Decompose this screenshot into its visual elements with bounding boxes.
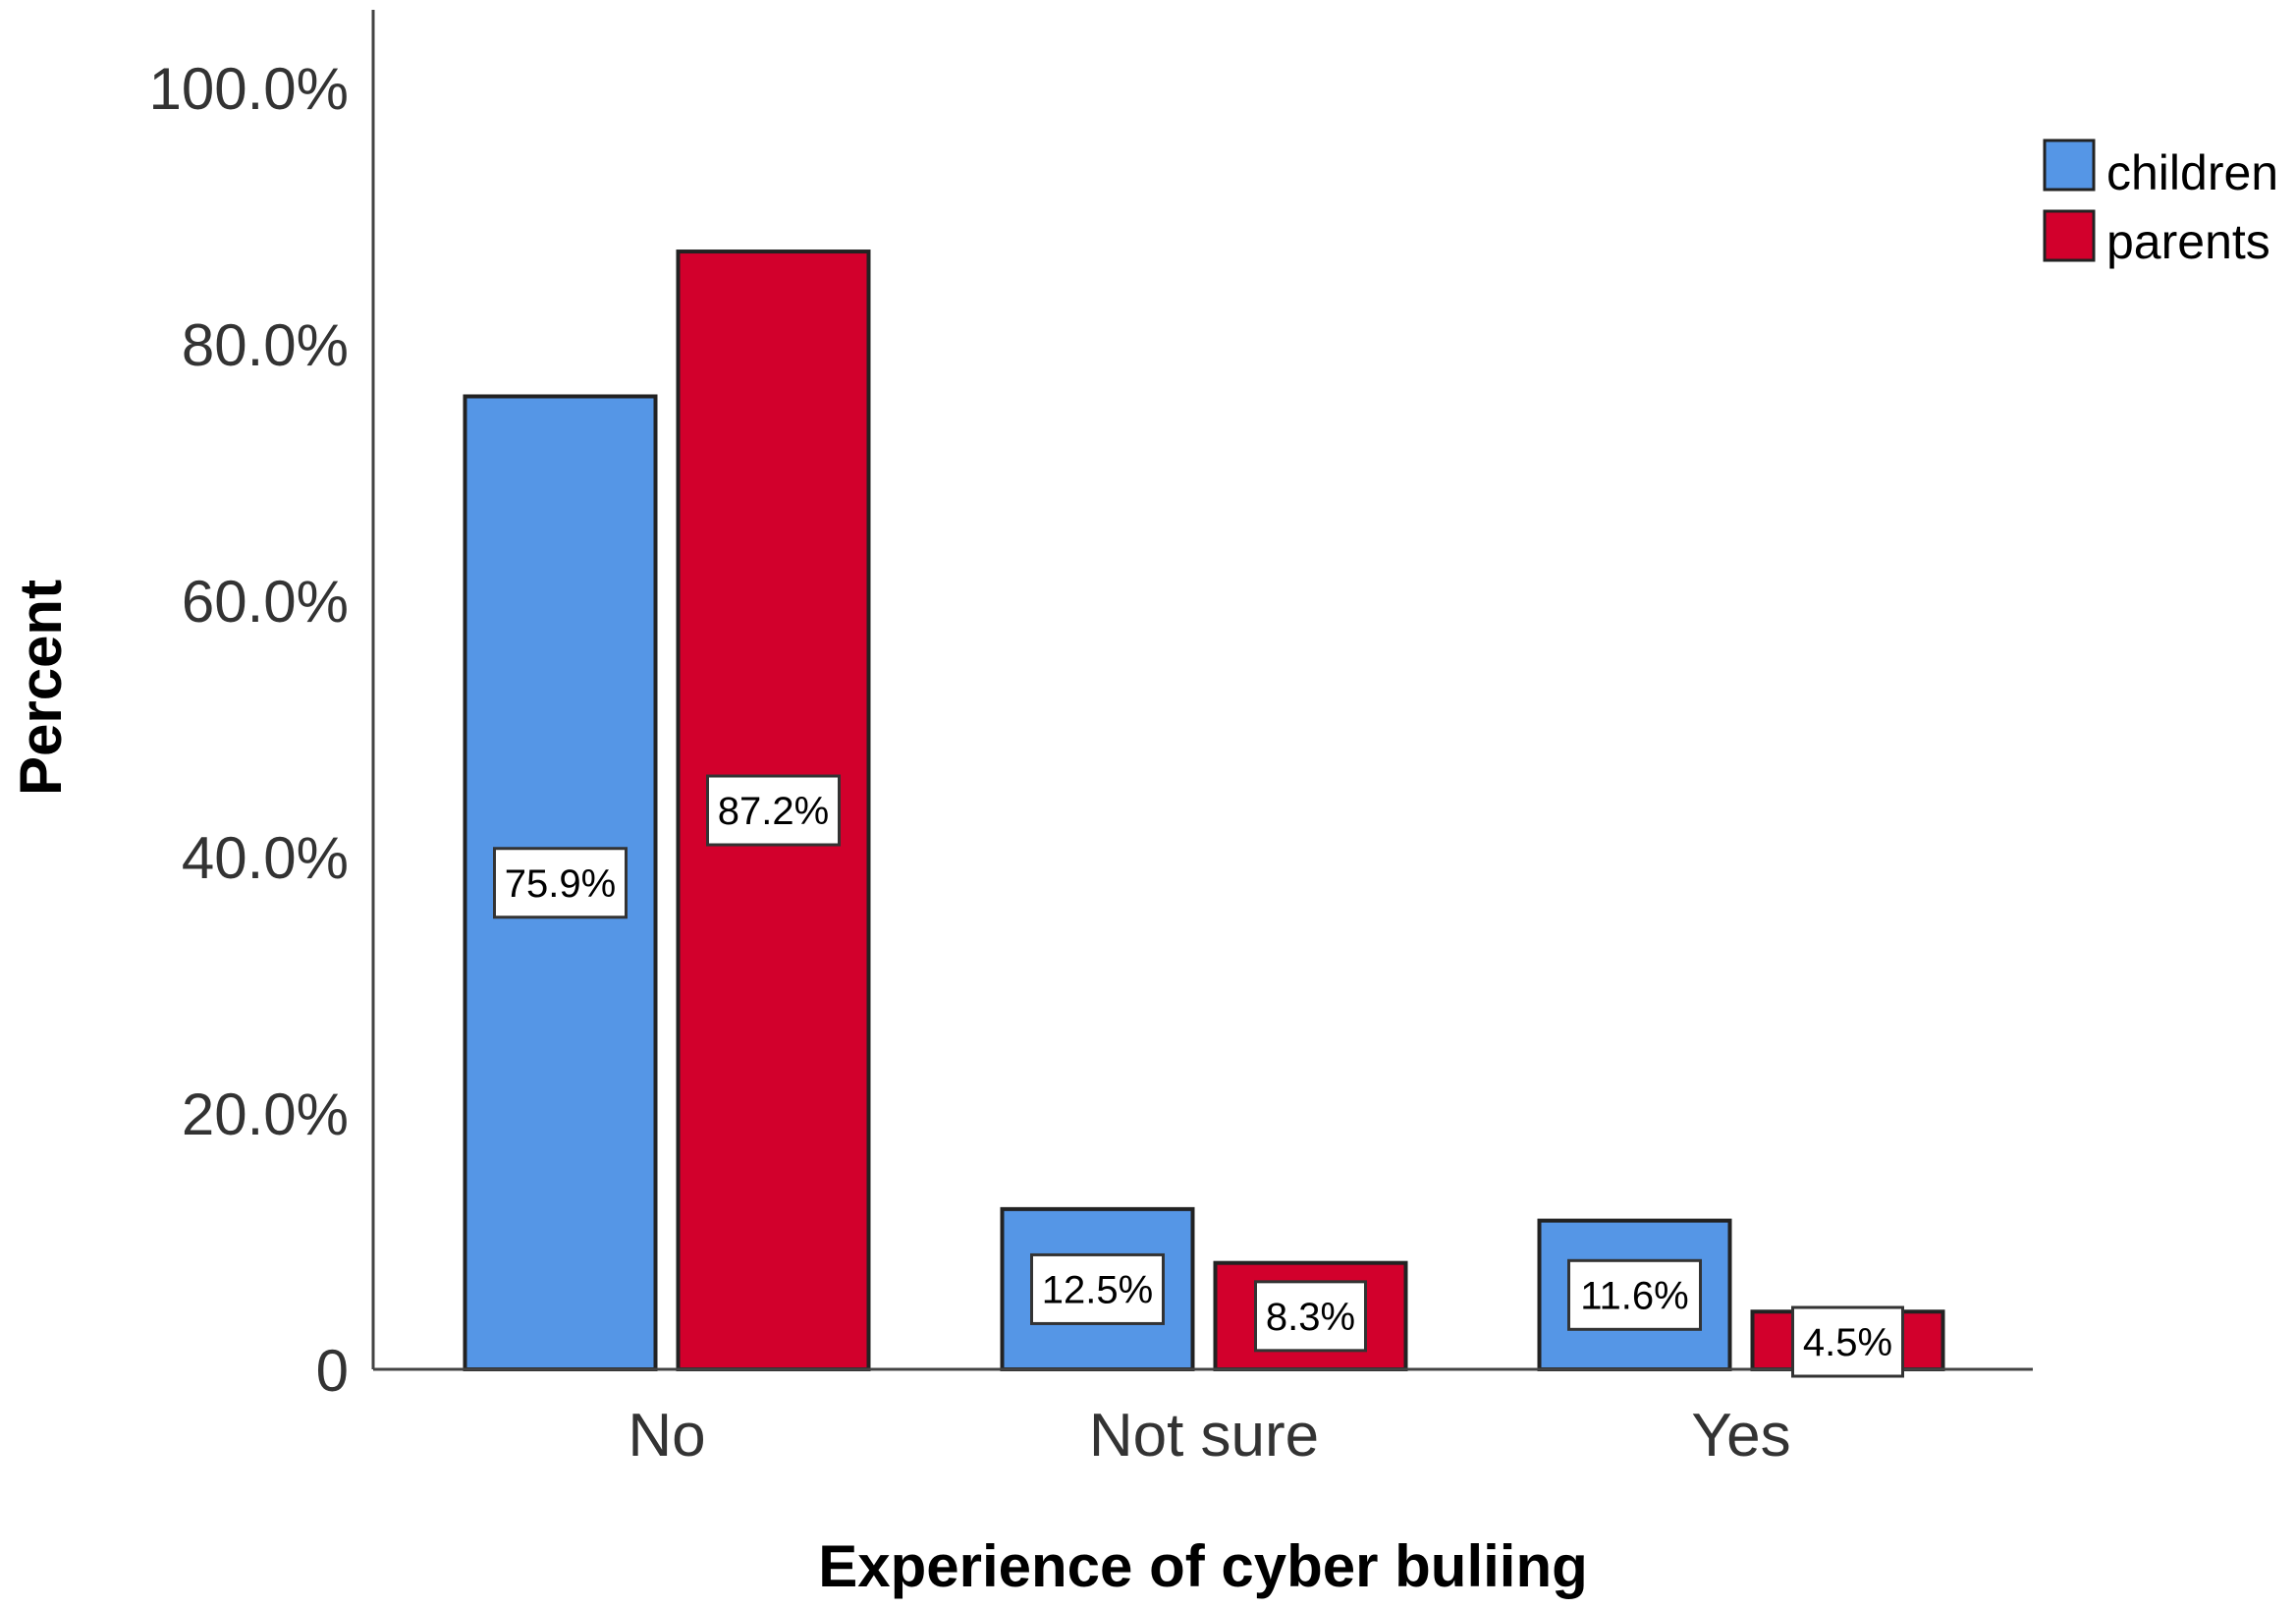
- x-tick-label: No: [628, 1402, 705, 1470]
- axes: [371, 10, 2033, 1371]
- y-tick-label: 0: [316, 1338, 349, 1404]
- data-label: 12.5%: [1030, 1252, 1165, 1325]
- data-label-text: 87.2%: [718, 790, 829, 833]
- data-label: 4.5%: [1791, 1305, 1904, 1378]
- x-tick-label: Yes: [1691, 1402, 1790, 1470]
- data-label: 8.3%: [1254, 1280, 1367, 1353]
- y-tick-label: 60.0%: [182, 569, 349, 635]
- data-label-text: 11.6%: [1580, 1274, 1688, 1317]
- x-axis-title: Experience of cyber buliing: [818, 1533, 1588, 1599]
- legend-swatch-parents: [2043, 209, 2096, 262]
- legend: children parents: [2043, 139, 2278, 269]
- x-axis-tick-labels: No Not sure Yes: [628, 1402, 1790, 1470]
- data-label-box: [1567, 1258, 1702, 1331]
- data-labels: 75.9% 87.2% 12.5% 8.3% 11.6% 4.5%: [493, 774, 1904, 1378]
- legend-label-parents: parents: [2106, 214, 2270, 269]
- data-label-box: [1254, 1280, 1367, 1353]
- y-axis-ticks: 0 20.0% 40.0% 60.0% 80.0% 100.0%: [149, 56, 350, 1404]
- data-label-box: [1791, 1305, 1904, 1378]
- data-label-text: 4.5%: [1803, 1321, 1892, 1364]
- y-tick-label: 80.0%: [182, 312, 349, 378]
- y-tick-label: 100.0%: [149, 56, 350, 122]
- y-tick-label: 20.0%: [182, 1082, 349, 1147]
- data-label: 87.2%: [706, 774, 841, 847]
- data-label: 75.9%: [493, 847, 628, 919]
- data-label-text: 8.3%: [1266, 1296, 1355, 1339]
- bars: [463, 250, 1945, 1372]
- y-tick-label: 40.0%: [182, 825, 349, 891]
- data-label-box: [493, 847, 628, 919]
- data-label-box: [1030, 1252, 1165, 1325]
- data-label-text: 75.9%: [505, 862, 616, 906]
- legend-label-children: children: [2106, 145, 2278, 200]
- data-label-box: [706, 774, 841, 847]
- data-label: 11.6%: [1567, 1258, 1702, 1331]
- y-axis-title: Percent: [8, 580, 74, 796]
- data-label-text: 12.5%: [1042, 1268, 1153, 1311]
- x-tick-label: Not sure: [1089, 1402, 1319, 1470]
- legend-swatch-children: [2043, 139, 2096, 192]
